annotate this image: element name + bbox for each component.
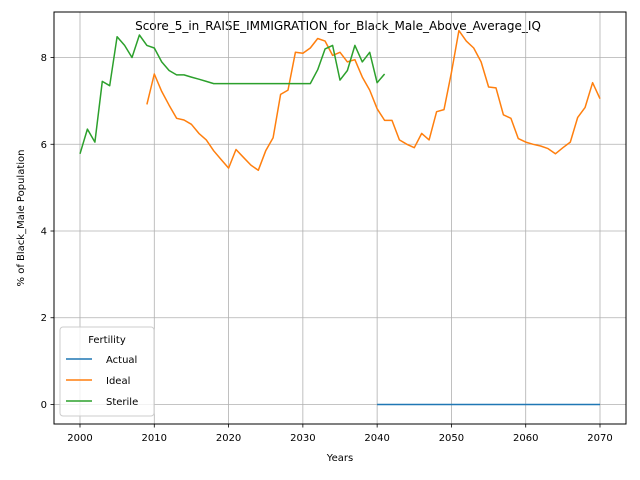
series-lines (79, 29, 601, 406)
chart-title: Score_5_in_RAISE_IMMIGRATION_for_Black_M… (135, 19, 541, 33)
legend-label-ideal: Ideal (106, 376, 130, 387)
y-tick-label: 0 (41, 400, 47, 411)
legend: Fertility Actual Ideal Sterile (59, 326, 155, 417)
x-tick-label: 2020 (216, 433, 241, 444)
legend-entries: Actual Ideal Sterile (66, 355, 138, 408)
series-line-ideal (146, 29, 601, 172)
x-axis-label: Years (326, 453, 353, 464)
legend-label-sterile: Sterile (106, 397, 138, 408)
x-tick-label: 2070 (587, 433, 612, 444)
series-line-sterile (79, 34, 386, 155)
y-tick-label: 8 (41, 53, 47, 64)
x-tick-label: 2050 (439, 433, 464, 444)
y-axis-label: % of Black_Male Population (16, 150, 27, 287)
legend-box (59, 326, 155, 417)
x-tick-label: 2040 (364, 433, 389, 444)
x-tick-label: 2060 (513, 433, 538, 444)
axis-ticks: 2000 2010 2020 2030 2040 2050 2060 2070 0 2 4 6 8 (41, 53, 613, 444)
y-tick-label: 4 (41, 227, 47, 238)
x-tick-label: 2000 (67, 433, 92, 444)
y-tick-label: 6 (41, 140, 47, 151)
x-tick-label: 2030 (290, 433, 315, 444)
plot-frame (53, 11, 627, 425)
legend-title: Fertility (88, 335, 126, 346)
x-tick-label: 2010 (142, 433, 167, 444)
y-tick-label: 2 (41, 313, 47, 324)
legend-label-actual: Actual (106, 355, 137, 366)
